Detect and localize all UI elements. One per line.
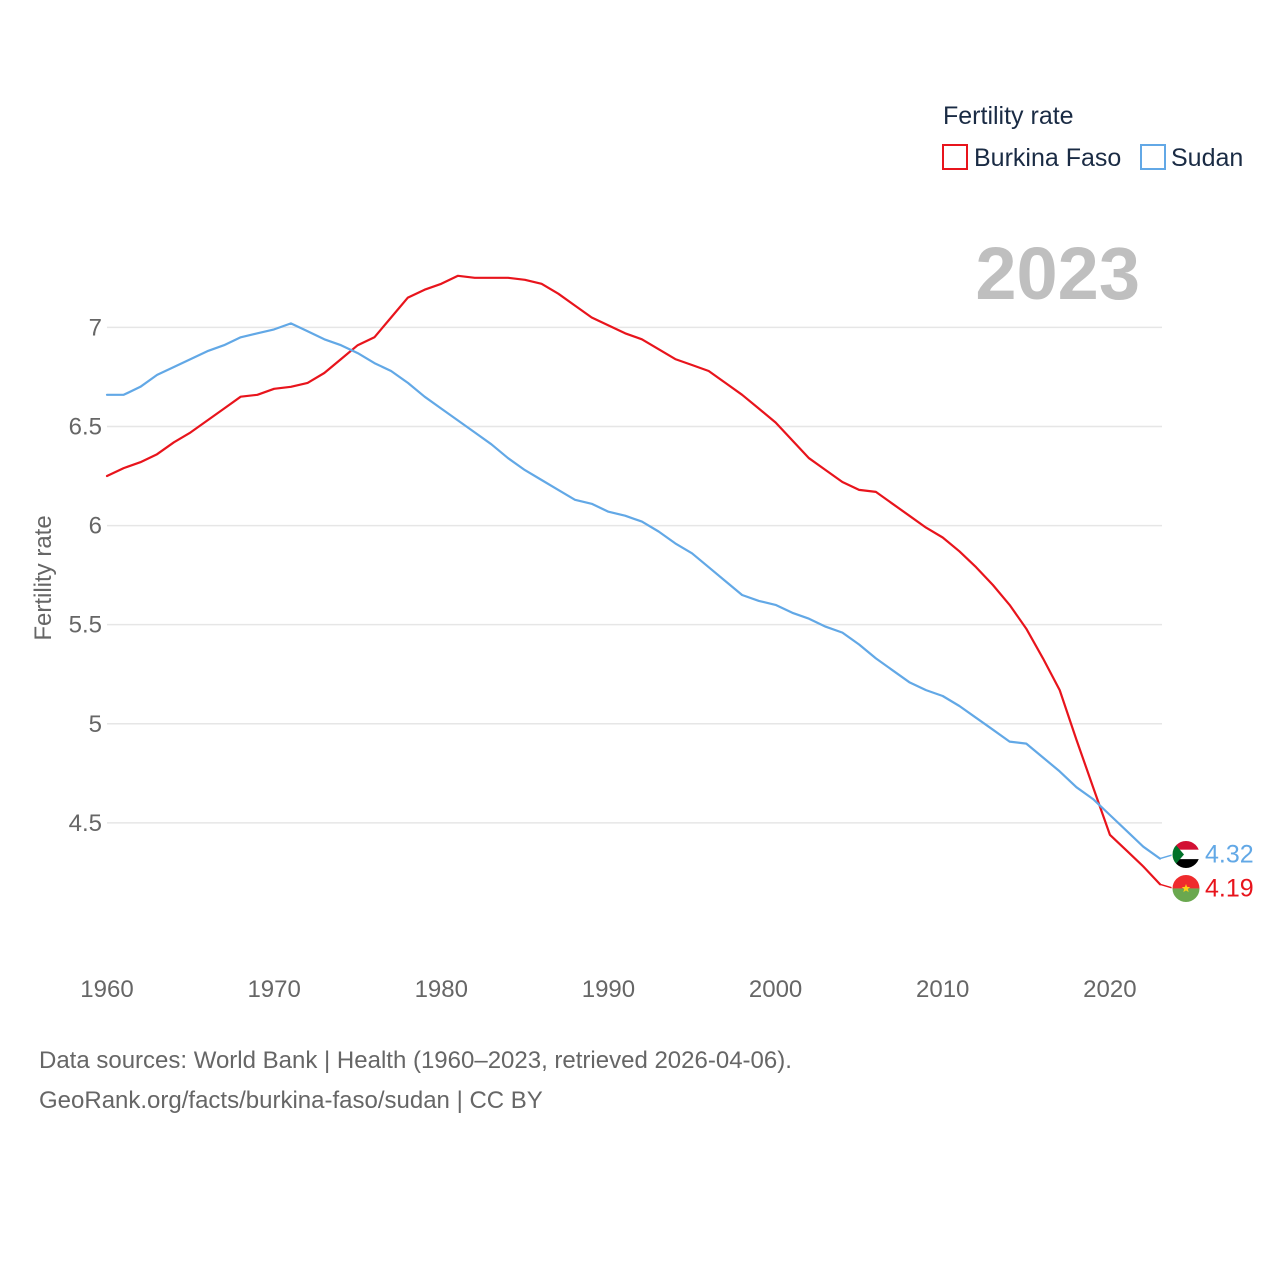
x-tick-label-2000: 2000 bbox=[749, 976, 802, 1003]
series-line-sudan[interactable] bbox=[105, 322, 1162, 860]
y-tick-label-5: 5 bbox=[89, 711, 102, 738]
legend-item-burkina-faso[interactable]: Burkina Faso bbox=[942, 144, 1121, 172]
x-tick-label-1970: 1970 bbox=[247, 976, 300, 1003]
flag-ring-burkina-faso bbox=[1171, 873, 1201, 903]
end-labels: 4.32 4.19 bbox=[1159, 839, 1254, 903]
series-lines bbox=[105, 274, 1162, 886]
legend: Fertility rate Burkina Faso Sudan bbox=[942, 102, 1243, 172]
grid-lines bbox=[107, 326, 1162, 824]
series-line-burkina-faso[interactable] bbox=[105, 274, 1162, 886]
footer-source: Data sources: World Bank | Health (1960–… bbox=[39, 1047, 792, 1074]
end-value-label-burkina-faso: 4.19 bbox=[1205, 874, 1254, 902]
legend-title: Fertility rate bbox=[943, 102, 1074, 130]
legend-swatch-burkina-faso bbox=[942, 144, 968, 170]
x-tick-label-1980: 1980 bbox=[415, 976, 468, 1003]
x-tick-label-1960: 1960 bbox=[80, 976, 133, 1003]
x-tick-label-2020: 2020 bbox=[1083, 976, 1136, 1003]
x-tick-labels: 1960 1970 1980 1990 2000 2010 2020 bbox=[80, 976, 1136, 1003]
burkina-faso-flag bbox=[1172, 874, 1200, 903]
sudan-flag bbox=[1172, 840, 1200, 869]
legend-item-sudan[interactable]: Sudan bbox=[1140, 144, 1243, 172]
legend-label-sudan: Sudan bbox=[1171, 144, 1243, 172]
footer-url[interactable]: GeoRank.org/facts/burkina-faso/sudan | C… bbox=[39, 1087, 543, 1114]
y-tick-label-7: 7 bbox=[89, 314, 102, 341]
legend-swatch-sudan bbox=[1140, 144, 1166, 170]
year-watermark: 2023 bbox=[975, 232, 1140, 315]
legend-label-burkina-faso: Burkina Faso bbox=[974, 144, 1121, 172]
end-value-label-sudan: 4.32 bbox=[1205, 840, 1254, 868]
y-tick-label-6-5: 6.5 bbox=[69, 413, 102, 440]
y-tick-label-5-5: 5.5 bbox=[69, 612, 102, 639]
x-tick-label-1990: 1990 bbox=[582, 976, 635, 1003]
x-tick-label-2010: 2010 bbox=[916, 976, 969, 1003]
y-tick-label-6: 6 bbox=[89, 513, 102, 540]
y-tick-labels: 4.5 5 5.5 6 6.5 7 bbox=[69, 314, 102, 837]
y-axis-label: Fertility rate bbox=[30, 515, 57, 640]
y-tick-label-4-5: 4.5 bbox=[69, 810, 102, 837]
flag-ring-sudan bbox=[1171, 839, 1201, 869]
